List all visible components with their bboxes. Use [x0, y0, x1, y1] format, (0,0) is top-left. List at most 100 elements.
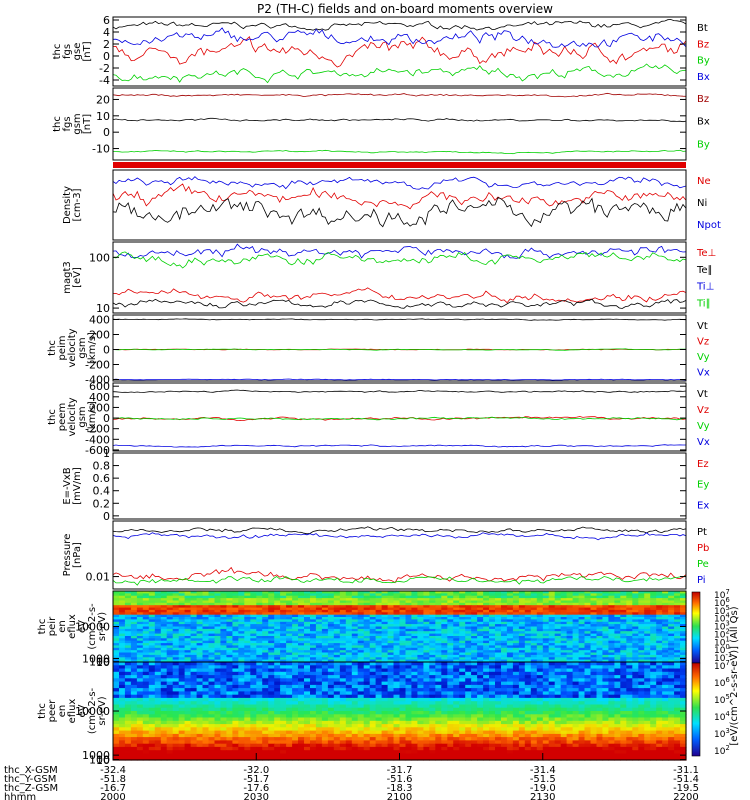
spectrogram-cell — [417, 640, 424, 644]
spectrogram-cell — [142, 593, 150, 597]
spectrogram-cell — [632, 657, 639, 661]
spectrogram-cell — [190, 638, 198, 642]
spectrogram-cell — [524, 624, 532, 628]
spectrogram-cell — [465, 678, 472, 683]
spectrogram-cell — [172, 650, 180, 654]
spectrogram-cell — [244, 617, 251, 620]
spectrogram-cell — [602, 714, 609, 719]
spectrogram-cell — [506, 591, 514, 594]
spectrogram-cell — [250, 643, 257, 647]
spectrogram-cell — [512, 681, 520, 686]
spectrogram-cell — [518, 665, 526, 670]
spectrogram-cell — [381, 714, 389, 719]
spectrogram-cell — [423, 654, 430, 658]
spectrogram-cell — [560, 626, 568, 630]
spectrogram-cell — [662, 704, 669, 709]
spectrogram-cell — [650, 621, 657, 625]
spectrogram-cell — [244, 691, 251, 696]
spectrogram-cell — [160, 628, 168, 632]
spectrogram-cell — [310, 704, 317, 709]
spectrogram-cell — [483, 640, 490, 644]
spectrogram-cell — [262, 688, 269, 692]
spectrogram-cell — [124, 665, 132, 670]
spectrogram-cell — [124, 643, 132, 647]
spectrogram-cell — [113, 605, 120, 609]
spectrogram-cell — [119, 668, 126, 673]
spectrogram-cell — [524, 714, 532, 719]
spectrogram-cell — [119, 704, 126, 709]
spectrogram-cell — [471, 662, 478, 666]
spectrogram-cell — [590, 600, 598, 604]
spectrogram-cell — [459, 691, 466, 696]
spectrogram-cell — [148, 724, 156, 728]
spectrogram-cell — [596, 593, 604, 597]
spectrogram-cell — [393, 628, 401, 632]
spectrogram-cell — [459, 652, 466, 656]
spectrogram-cell — [280, 626, 287, 630]
spectrogram-cell — [393, 617, 401, 620]
spectrogram-cell — [238, 662, 245, 666]
spectrogram-cell — [339, 598, 347, 602]
spectrogram-cell — [166, 665, 174, 670]
spectrogram-cell — [208, 640, 216, 644]
spectrogram-cell — [220, 626, 227, 630]
spectrogram-cell — [232, 688, 239, 692]
y-tick-label: 2 — [103, 38, 110, 51]
spectrogram-cell — [506, 607, 514, 611]
spectrogram-cell — [578, 662, 586, 666]
y-axis-label: Pressure — [62, 534, 73, 577]
spectrogram-cell — [680, 628, 687, 632]
spectrogram-cell — [656, 701, 663, 706]
spectrogram-cell — [369, 704, 377, 709]
spectrogram-cell — [292, 701, 299, 706]
spectrogram-cell — [214, 621, 222, 625]
spectrogram-cell — [214, 717, 222, 722]
spectrogram-cell — [256, 662, 263, 666]
spectrogram-cell — [172, 617, 180, 620]
spectrogram-cell — [238, 688, 245, 692]
spectrogram-cell — [620, 720, 627, 725]
spectrogram-cell — [387, 624, 395, 628]
spectrogram-cell — [596, 711, 604, 715]
spectrogram-cell — [381, 707, 389, 712]
spectrogram-cell — [554, 720, 562, 725]
legend-Bx: Bx — [697, 72, 710, 83]
spectrogram-cell — [620, 650, 627, 654]
spectrogram-cell — [602, 624, 609, 628]
spectrogram-cell — [387, 654, 395, 658]
spectrogram-cell — [417, 600, 424, 604]
spectrogram-cell — [190, 607, 198, 611]
spectrogram-cell — [238, 671, 245, 676]
spectrogram-cell — [638, 714, 645, 719]
spectrogram-cell — [130, 701, 138, 706]
spectrogram-cell — [566, 671, 574, 676]
spectrogram-cell — [160, 591, 168, 594]
spectrogram-cell — [650, 717, 657, 722]
spectrogram-cell — [178, 645, 186, 649]
spectrogram-cell — [399, 691, 407, 696]
spectrogram-cell — [184, 645, 192, 649]
spectrogram-cell — [339, 609, 347, 613]
spectrogram-cell — [286, 681, 293, 686]
spectrogram-cell — [644, 697, 651, 702]
spectrogram-cell — [524, 626, 532, 630]
spectrogram-cell — [530, 688, 538, 692]
spectrogram-cell — [674, 633, 681, 637]
spectrogram-cell — [459, 701, 466, 706]
spectrogram-cell — [572, 645, 580, 649]
spectrogram-cell — [268, 640, 275, 644]
spectrogram-cell — [530, 662, 538, 666]
spectrogram-cell — [214, 720, 222, 725]
spectrogram-cell — [518, 652, 526, 656]
spectrogram-cell — [357, 621, 365, 625]
spectrogram-cell — [453, 724, 460, 728]
spectrogram-cell — [674, 650, 681, 654]
spectrogram-cell — [363, 678, 371, 683]
spectrogram-cell — [286, 605, 293, 609]
spectrogram-cell — [220, 668, 227, 673]
spectrogram-cell — [536, 640, 544, 644]
spectrogram-cell — [638, 633, 645, 637]
spectrogram-cell — [310, 697, 317, 702]
spectrogram-cell — [256, 659, 263, 663]
spectrogram-cell — [345, 650, 353, 654]
